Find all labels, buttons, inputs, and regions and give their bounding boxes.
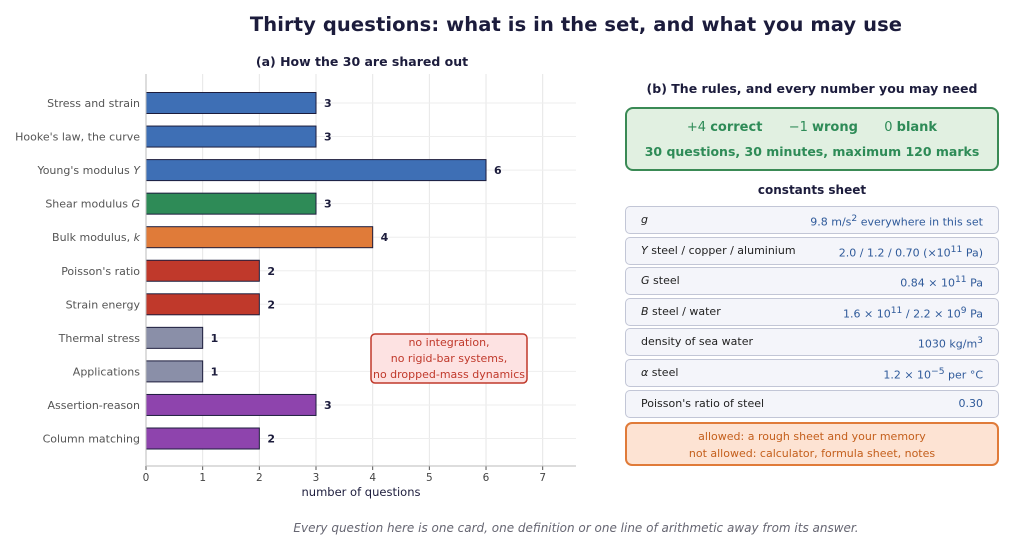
constant-label: g xyxy=(641,213,648,226)
not-allowed-text: not allowed: calculator, formula sheet, … xyxy=(688,447,936,460)
axes: 0 1 2 3 4 5 6 7 Stress and strain Hooke's law, th… xyxy=(15,74,576,484)
value-label: 3 xyxy=(324,399,332,412)
constant-row: Y steel / copper / aluminium 2.0 / 1.2 / … xyxy=(625,236,999,265)
x-tick-label: 2 xyxy=(256,472,263,484)
value-label: 2 xyxy=(267,433,275,446)
scoring-line: +4 correct −1 wrong 0 blank xyxy=(627,120,997,135)
blank-points: 0 xyxy=(884,120,893,135)
scoring-box: +4 correct −1 wrong 0 blank 30 questions… xyxy=(625,107,999,171)
bar xyxy=(145,226,374,249)
constants-heading: constants sheet xyxy=(757,183,867,197)
constant-value: 1.2 × 10−5 per °C xyxy=(883,366,983,382)
value-label: 6 xyxy=(494,164,502,177)
x-tick-label: 7 xyxy=(539,472,546,484)
scoring-summary: 30 questions, 30 minutes, maximum 120 ma… xyxy=(644,144,980,159)
bar xyxy=(145,92,317,114)
category-label: Hooke's law, the curve xyxy=(15,131,140,144)
category-label: Poisson's ratio xyxy=(61,265,140,278)
value-label: 1 xyxy=(211,365,219,378)
bar xyxy=(145,192,317,215)
annotation-box: no integration, no rigid-bar systems, no d… xyxy=(370,333,528,384)
constant-row: density of sea water 1030 kg/m3 xyxy=(625,328,999,357)
constant-label: density of sea water xyxy=(641,335,754,349)
value-label: 3 xyxy=(324,198,332,211)
value-label: 1 xyxy=(211,332,219,345)
blank-label: blank xyxy=(896,120,938,135)
allowed-box: allowed: a rough sheet and your memory n… xyxy=(625,422,999,466)
bar xyxy=(145,360,204,383)
constant-value: 1030 kg/m3 xyxy=(917,335,983,352)
constant-label: B steel / water xyxy=(641,304,721,318)
category-label: Bulk modulus, k xyxy=(52,231,141,244)
x-axis-label: number of questions xyxy=(302,485,421,499)
bar xyxy=(145,125,317,148)
bar xyxy=(145,259,260,282)
bar xyxy=(145,393,317,416)
main-title: Thirty questions: what is in the set, an… xyxy=(249,13,903,36)
wrong-label: wrong xyxy=(812,120,858,135)
category-label: Column matching xyxy=(43,433,140,446)
correct-label: correct xyxy=(710,120,763,135)
allowed-text: allowed: a rough sheet and your memory xyxy=(698,430,926,443)
constant-label: Poisson's ratio of steel xyxy=(641,396,765,410)
constant-value: 0.30 xyxy=(958,396,984,410)
bar xyxy=(145,427,260,450)
x-tick-label: 6 xyxy=(483,472,490,484)
value-label: 2 xyxy=(267,265,275,278)
constant-label: G steel xyxy=(641,274,680,288)
constant-value: 2.0 / 1.2 / 0.70 (×1011 Pa) xyxy=(838,243,983,260)
x-tick-label: 1 xyxy=(199,472,206,484)
value-label: 2 xyxy=(267,298,275,311)
x-tick-label: 5 xyxy=(426,472,433,484)
bar xyxy=(145,326,204,349)
constant-row: α steel 1.2 × 10−5 per °C xyxy=(625,359,999,387)
category-label: Stress and strain xyxy=(47,97,140,110)
category-label: Applications xyxy=(73,365,140,378)
annotation-line: no dropped-mass dynamics xyxy=(373,368,525,381)
chart-title: (a) How the 30 are shared out xyxy=(256,54,468,69)
rules-panel: (b) The rules, and every number you may … xyxy=(623,0,1001,552)
x-tick-label: 3 xyxy=(313,472,320,484)
annotation-line: no rigid-bar systems, xyxy=(391,352,508,365)
value-label: 3 xyxy=(324,97,332,110)
category-label: Assertion-reason xyxy=(47,399,140,412)
bar xyxy=(145,159,487,182)
wrong-points: −1 xyxy=(788,120,808,135)
value-label: 3 xyxy=(324,131,332,144)
constant-value: 1.6 × 1011 / 2.2 × 109 Pa xyxy=(843,304,983,321)
correct-points: +4 xyxy=(686,120,707,135)
category-label: Shear modulus G xyxy=(45,198,140,211)
constant-row: G steel 0.84 × 1011 Pa xyxy=(625,267,999,296)
x-tick-label: 4 xyxy=(369,472,376,484)
value-label: 4 xyxy=(381,231,389,244)
constant-value: 0.84 × 1011 Pa xyxy=(900,274,983,290)
annotation-line: no integration, xyxy=(408,336,489,349)
constant-row: B steel / water 1.6 × 1011 / 2.2 × 109 Pa xyxy=(625,297,999,326)
footer-note: Every question here is one card, one def… xyxy=(293,521,859,535)
constant-label: Y steel / copper / aluminium xyxy=(641,243,796,257)
category-label: Young's modulus Y xyxy=(36,164,141,177)
category-label: Thermal stress xyxy=(58,332,141,345)
constant-row: g 9.8 m/s2 everywhere in this set xyxy=(625,206,999,234)
rules-panel-title: (b) The rules, and every number you may … xyxy=(646,81,978,96)
constant-value: 9.8 m/s2 everywhere in this set xyxy=(810,213,983,229)
x-tick-label: 0 xyxy=(143,472,150,484)
bars: 3 3 6 3 4 2 2 1 1 3 2 xyxy=(145,92,502,450)
constant-label: α steel xyxy=(641,366,679,379)
bar xyxy=(145,293,260,316)
constant-row: Poisson's ratio of steel 0.30 xyxy=(625,389,999,418)
category-label: Strain energy xyxy=(66,298,141,311)
